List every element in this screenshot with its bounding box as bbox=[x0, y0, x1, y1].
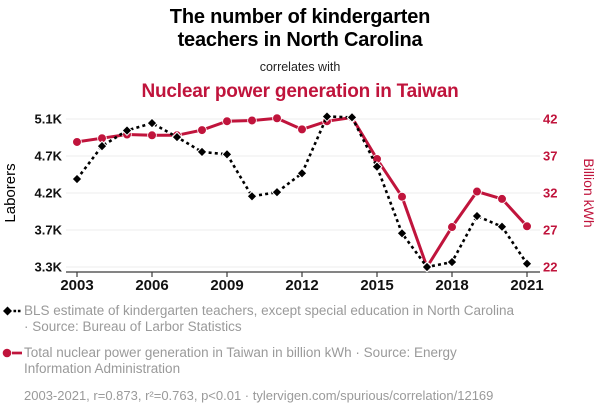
teachers-point bbox=[296, 167, 308, 179]
x-tick-label: 2009 bbox=[210, 277, 243, 294]
right-tick-label: 37 bbox=[543, 149, 557, 164]
right-tick-label: 27 bbox=[543, 223, 557, 238]
nuclear-point bbox=[522, 221, 532, 232]
x-tick-label: 2003 bbox=[60, 277, 93, 294]
teachers-point bbox=[396, 227, 408, 239]
teachers-point bbox=[246, 190, 258, 202]
x-tick-label: 2015 bbox=[360, 277, 393, 294]
nuclear-point bbox=[497, 194, 507, 204]
teachers-point bbox=[196, 146, 208, 158]
right-tick-label: 42 bbox=[543, 112, 557, 127]
teachers-point bbox=[496, 221, 508, 233]
x-tick-label: 2021 bbox=[510, 277, 543, 294]
teachers-point bbox=[521, 258, 533, 270]
legend-item-nuclear: Total nuclear power generation in Taiwan… bbox=[2, 345, 596, 376]
page-title: The number of kindergarten teachers in N… bbox=[169, 6, 431, 52]
teachers-point bbox=[171, 131, 183, 143]
chart-header: The number of kindergarten teachers in N… bbox=[0, 6, 600, 103]
series-nuclear bbox=[72, 112, 532, 272]
teachers-point bbox=[346, 111, 358, 123]
red-circle-solid-line-icon bbox=[2, 345, 22, 363]
x-tick-label: 2006 bbox=[135, 277, 168, 294]
nuclear-point bbox=[72, 137, 82, 147]
right-axis-title: Billion kWh bbox=[581, 158, 597, 227]
left-axis-labels: 5.1K 4.7K 4.2K 3.7K 3.3K bbox=[35, 112, 63, 275]
nuclear-point bbox=[397, 191, 407, 202]
legend-label-nuclear: Total nuclear power generation in Taiwan… bbox=[24, 345, 457, 376]
left-tick-label: 5.1K bbox=[35, 112, 63, 127]
subtitle-red: Nuclear power generation in Taiwan bbox=[141, 81, 459, 103]
nuclear-point bbox=[272, 113, 282, 124]
legend: BLS estimate of kindergarten teachers, e… bbox=[2, 303, 596, 403]
left-tick-label: 4.2K bbox=[35, 186, 63, 201]
stats-and-source-footer: 2003-2021, r=0.873, r²=0.763, p<0.01 · t… bbox=[24, 387, 494, 403]
teachers-point bbox=[71, 173, 83, 185]
left-tick-label: 4.7K bbox=[35, 149, 63, 164]
x-axis: 2003 2006 2009 2012 2015 2018 2021 bbox=[60, 271, 544, 294]
teachers-point bbox=[271, 186, 283, 198]
nuclear-point bbox=[197, 125, 207, 135]
left-tick-label: 3.3K bbox=[35, 260, 63, 275]
x-tick-label: 2012 bbox=[285, 277, 318, 294]
teachers-point bbox=[371, 161, 383, 173]
series-teachers bbox=[71, 111, 533, 273]
correlates-with-label: correlates with bbox=[259, 60, 341, 75]
right-tick-label: 32 bbox=[543, 186, 557, 201]
left-axis-title: Laborers bbox=[2, 163, 19, 222]
nuclear-line bbox=[76, 115, 529, 271]
chart-canvas: 2003 2006 2009 2012 2015 2018 2021 5.1K 4.7K 4.2K… bbox=[2, 111, 597, 294]
right-axis-labels: 42 37 32 27 22 bbox=[543, 112, 557, 275]
teachers-point bbox=[421, 261, 433, 273]
black-diamond-dashed-line-icon bbox=[2, 303, 22, 321]
legend-label-teachers: BLS estimate of kindergarten teachers, e… bbox=[24, 303, 515, 334]
teachers-point bbox=[221, 148, 233, 160]
nuclear-point bbox=[247, 115, 257, 126]
left-tick-label: 3.7K bbox=[35, 223, 63, 238]
teachers-line bbox=[75, 115, 529, 269]
x-tick-label: 2018 bbox=[435, 277, 468, 294]
nuclear-point bbox=[147, 130, 157, 141]
teachers-point bbox=[96, 140, 108, 152]
nuclear-point bbox=[297, 124, 307, 135]
gridlines bbox=[66, 118, 540, 268]
teachers-point bbox=[146, 117, 158, 129]
nuclear-point bbox=[472, 186, 482, 197]
teachers-point bbox=[121, 125, 133, 137]
teachers-point bbox=[446, 256, 458, 268]
teachers-point bbox=[321, 111, 333, 123]
teachers-point bbox=[471, 210, 483, 222]
nuclear-point bbox=[447, 222, 457, 232]
right-tick-label: 22 bbox=[543, 260, 557, 275]
nuclear-point bbox=[222, 116, 232, 127]
legend-item-teachers: BLS estimate of kindergarten teachers, e… bbox=[2, 303, 596, 334]
